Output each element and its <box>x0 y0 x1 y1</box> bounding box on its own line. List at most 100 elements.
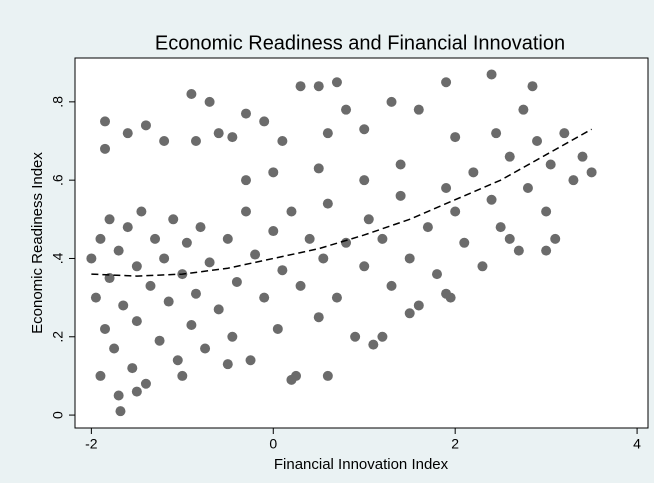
point <box>377 331 388 342</box>
point <box>359 175 370 186</box>
point <box>131 316 142 327</box>
point <box>113 245 124 256</box>
point <box>240 175 251 186</box>
x-tick-label: 2 <box>451 436 459 452</box>
point <box>118 300 129 311</box>
point <box>109 343 120 354</box>
point <box>404 308 415 319</box>
point <box>154 335 165 346</box>
point <box>322 198 333 209</box>
point <box>395 190 406 201</box>
point <box>545 159 556 170</box>
point <box>100 143 111 154</box>
point <box>559 128 570 139</box>
point <box>227 331 238 342</box>
point <box>522 182 533 193</box>
point <box>386 96 397 107</box>
point <box>86 253 97 264</box>
point <box>213 128 224 139</box>
x-tick-label: 0 <box>269 436 277 452</box>
point <box>368 339 379 350</box>
point <box>159 136 170 147</box>
point <box>322 370 333 381</box>
point <box>131 261 142 272</box>
point <box>286 206 297 217</box>
point <box>341 104 352 115</box>
point <box>504 233 515 244</box>
point <box>541 206 552 217</box>
point <box>413 300 424 311</box>
point <box>104 214 115 225</box>
point <box>313 312 324 323</box>
point <box>245 355 256 366</box>
point <box>190 288 201 299</box>
point <box>318 253 329 264</box>
point <box>113 390 124 401</box>
y-tick-label: .6 <box>50 174 66 186</box>
point <box>295 81 306 92</box>
x-tick-label: -2 <box>85 436 98 452</box>
point <box>313 81 324 92</box>
point <box>341 237 352 248</box>
point <box>168 214 179 225</box>
point <box>295 280 306 291</box>
point <box>550 233 561 244</box>
point <box>268 167 279 178</box>
point <box>95 370 106 381</box>
point <box>127 363 138 374</box>
point <box>195 222 206 233</box>
point <box>422 222 433 233</box>
point <box>359 261 370 272</box>
point <box>259 292 270 303</box>
x-tick-label: 4 <box>633 436 641 452</box>
point <box>90 292 101 303</box>
point <box>95 233 106 244</box>
point <box>441 182 452 193</box>
point <box>190 136 201 147</box>
point <box>222 359 233 370</box>
point <box>459 237 470 248</box>
point <box>136 206 147 217</box>
point <box>240 206 251 217</box>
y-tick-label: .8 <box>50 96 66 108</box>
y-axis-label: Economic Readiness Index <box>29 152 46 334</box>
x-axis-label: Financial Innovation Index <box>274 456 449 473</box>
point <box>177 370 188 381</box>
point <box>159 253 170 264</box>
y-tick-label: .4 <box>50 252 66 264</box>
point <box>586 167 597 178</box>
point <box>486 69 497 80</box>
point <box>527 81 538 92</box>
y-tick-label: 0 <box>50 411 66 419</box>
point <box>122 222 133 233</box>
point <box>145 280 156 291</box>
point <box>277 136 288 147</box>
point <box>363 214 374 225</box>
point <box>100 323 111 334</box>
point <box>331 77 342 88</box>
point <box>532 136 543 147</box>
point <box>404 253 415 264</box>
point <box>186 320 197 331</box>
point <box>231 276 242 287</box>
point <box>115 406 126 417</box>
point <box>377 233 388 244</box>
point <box>131 386 142 397</box>
point <box>186 89 197 100</box>
point <box>172 355 183 366</box>
point <box>577 151 588 162</box>
point <box>227 132 238 143</box>
point <box>204 96 215 107</box>
point <box>140 120 151 131</box>
point <box>304 233 315 244</box>
point <box>468 167 479 178</box>
point <box>204 257 215 268</box>
point <box>250 249 261 260</box>
point <box>200 343 211 354</box>
point <box>240 108 251 119</box>
point <box>331 292 342 303</box>
point <box>504 151 515 162</box>
point <box>491 128 502 139</box>
point <box>322 128 333 139</box>
